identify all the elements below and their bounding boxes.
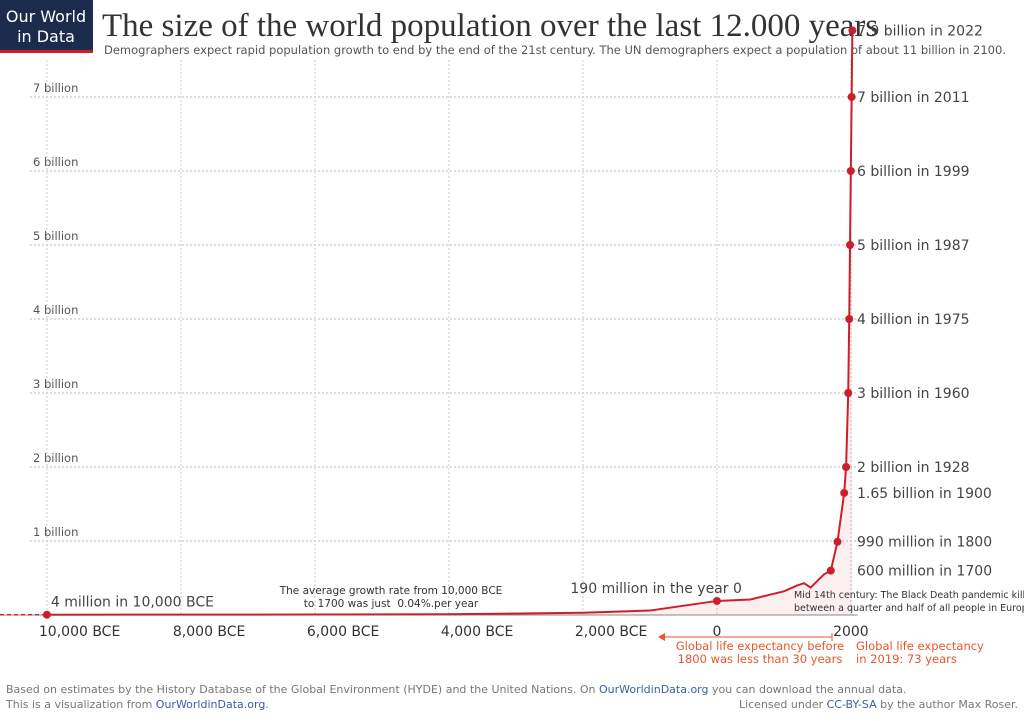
annotation: The average growth rate from 10,000 BCE (279, 585, 503, 597)
x-tick-label: 2000 (833, 624, 869, 640)
marker (845, 315, 854, 323)
footer-line: Based on estimates by the History Databa… (6, 682, 1018, 697)
data-label: 1.65 billion in 1900 (857, 486, 992, 502)
marker (840, 488, 849, 497)
x-tick-label: 4,000 BCE (441, 624, 514, 640)
logo-bar (0, 50, 93, 53)
footer-link[interactable]: OurWorldinData.org (155, 698, 266, 711)
annotation: 1800 was less than 30 years (678, 652, 843, 666)
x-tick-label: 10,000 BCE (39, 624, 120, 640)
data-label: 4 million in 10,000 BCE (51, 595, 214, 611)
chart-subtitle: Demographers expect rapid population gro… (104, 43, 1006, 57)
footer-text: you can download the annual data. (708, 683, 907, 696)
y-tick-label: 1 billion (33, 525, 78, 539)
annotation: Global life expectancy (856, 639, 984, 653)
line (46, 30, 854, 616)
y-tick-label: 3 billion (33, 377, 78, 391)
footer-text: . (265, 698, 269, 711)
data-label: 190 million in the year 0 (570, 581, 742, 597)
y-tick-label: 5 billion (33, 229, 78, 243)
marker (848, 26, 857, 35)
marker (846, 241, 855, 249)
logo-text[interactable]: Our World (6, 7, 86, 26)
chart-title: The size of the world population over th… (102, 8, 878, 44)
marker (712, 596, 721, 605)
logo-text[interactable]: in Data (17, 27, 75, 46)
data-label: 600 million in 1700 (857, 564, 992, 580)
footer-link[interactable]: OurWorldinData.org (598, 683, 709, 696)
annotation: Global life expectancy before (676, 639, 845, 653)
y-tick-label: 2 billion (33, 451, 78, 465)
logo-box (0, 0, 93, 50)
data-label: 7.9 billion in 2022 (857, 23, 983, 39)
x-tick-label: 8,000 BCE (173, 624, 246, 640)
footer-line: This is a visualization from OurWorldinD… (6, 697, 1018, 712)
data-label: 3 billion in 1960 (857, 386, 970, 402)
marker (847, 93, 856, 101)
footer-link[interactable]: CC-BY-SA (826, 698, 877, 711)
arrow-head (658, 633, 665, 641)
marker (844, 389, 853, 397)
y-tick-label: 6 billion (33, 155, 78, 169)
y-tick-label: 7 billion (33, 81, 78, 95)
footer-text: Licensed under (738, 698, 827, 711)
area (46, 30, 853, 615)
data-label: 7 billion in 2011 (857, 90, 970, 106)
footer: Based on estimates by the History Databa… (6, 682, 1018, 712)
chart: Our World in Data The size of the world … (0, 0, 1024, 666)
footer-text: by the author Max Roser. (876, 698, 1018, 711)
data-label: 5 billion in 1987 (857, 238, 970, 254)
data-label: 4 billion in 1975 (857, 312, 970, 328)
annotation: to 1700 was just 0.04%.per year (304, 598, 479, 610)
marker (846, 167, 855, 175)
y-tick-label: 4 billion (33, 303, 78, 317)
footer-text: Based on estimates by the History Databa… (6, 683, 599, 696)
x-tick-label: 6,000 BCE (307, 624, 380, 640)
marker (42, 610, 51, 619)
marker (826, 566, 835, 575)
annotation: Mid 14th century: The Black Death pandem… (794, 590, 1024, 601)
annotation: in 2019: 73 years (856, 652, 957, 666)
annotation: between a quarter and half of all people… (794, 603, 1024, 614)
license: Licensed under CC-BY-SA by the author Ma… (739, 697, 1018, 712)
x-tick-label: 0 (712, 624, 721, 640)
data-label: 990 million in 1800 (857, 535, 992, 551)
marker (842, 463, 851, 471)
data-label: 6 billion in 1999 (857, 164, 970, 180)
data-label: 2 billion in 1928 (857, 460, 970, 476)
x-tick-label: 2,000 BCE (575, 624, 648, 640)
marker (833, 537, 842, 546)
footer-text: This is a visualization from (6, 698, 156, 711)
